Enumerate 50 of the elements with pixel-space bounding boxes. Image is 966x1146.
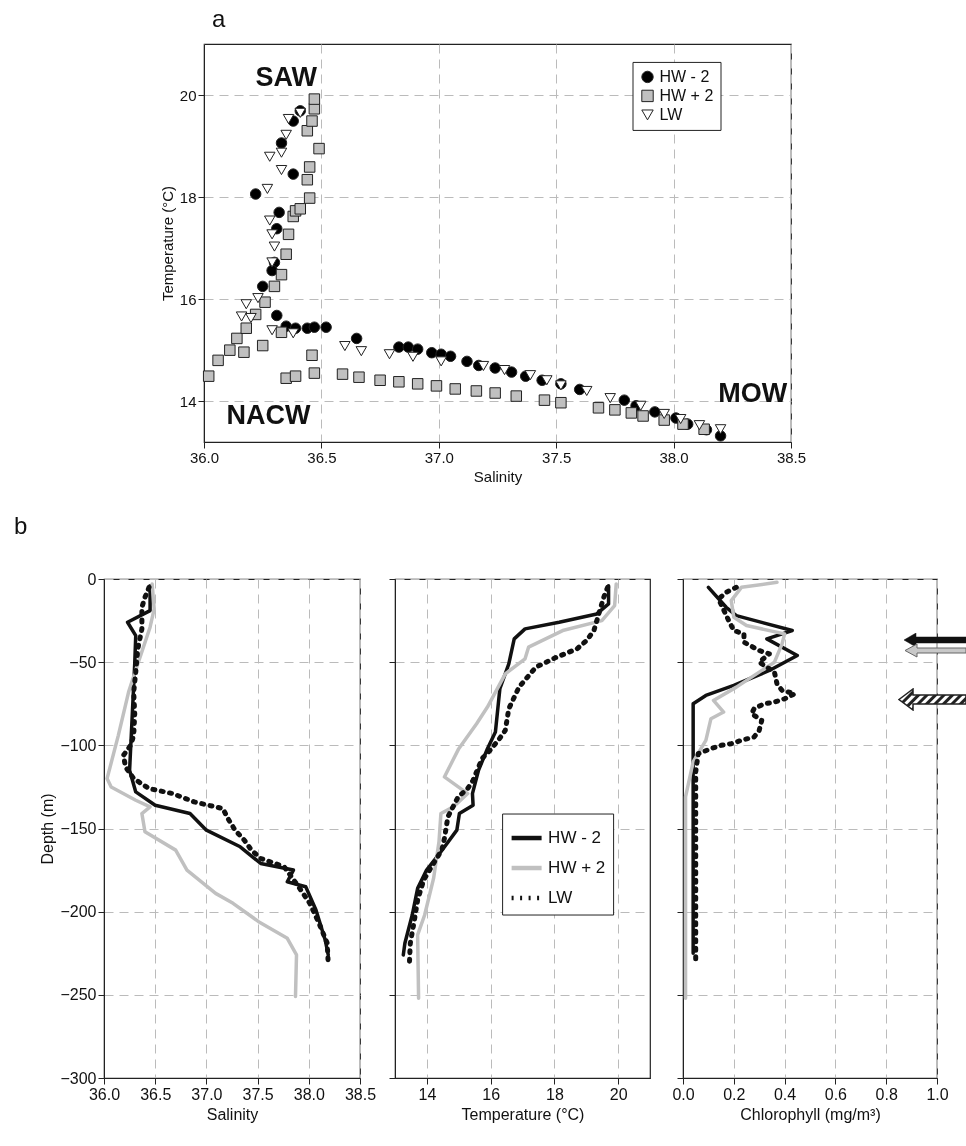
x-axis-title: Salinity [473,467,523,485]
y-tick-label: 0 [87,570,97,588]
x-tick-label: 16 [482,1085,501,1103]
x-tick-label: 37.5 [542,448,572,466]
x-tick-label: 38.0 [293,1085,325,1103]
y-tick-label: 14 [179,392,197,410]
y-tick-label: 18 [179,188,197,206]
x-tick-label: 0.4 [773,1085,797,1103]
y-tick-label: −250 [60,986,97,1004]
x-tick-label: 18 [545,1085,564,1103]
chart-title: b [14,512,28,539]
legend-label: HW + 2 [548,858,606,878]
legend-label: LW [659,105,684,123]
y-tick-label: 20 [179,86,197,104]
x-axis-title: Temperature (°C) [461,1105,585,1123]
y-tick-label: −150 [60,820,97,837]
annotation: MOW [718,378,788,409]
x-tick-label: 36.0 [88,1085,121,1103]
x-tick-label: 37.5 [242,1085,274,1103]
y-axis-title: Temperature (°C) [158,185,176,302]
legend-label: HW - 2 [548,828,601,848]
x-tick-label: 36.5 [140,1085,172,1103]
chart-title: a [212,5,226,32]
x-tick-label: 37.0 [191,1085,223,1103]
x-tick-label: 38.5 [776,448,807,466]
x-tick-label: 38.5 [344,1085,377,1103]
x-tick-label: 38.0 [659,448,689,466]
y-tick-label: −200 [60,903,97,921]
y-tick-label: 16 [179,290,197,308]
x-axis-title: Chlorophyll (mg/m³) [740,1105,881,1123]
y-tick-label: −50 [69,653,97,671]
x-tick-label: 36.0 [189,448,220,466]
x-tick-label: 0.2 [723,1085,746,1103]
x-tick-label: 0.0 [672,1085,695,1103]
legend-label: HW - 2 [659,67,710,85]
x-axis-title: Salinity [206,1105,259,1123]
y-tick-label: −100 [60,736,97,754]
x-tick-label: 20 [609,1085,628,1103]
x-tick-label: 37.0 [424,448,454,466]
x-tick-label: 0.8 [875,1085,898,1103]
legend-label: HW + 2 [659,86,714,104]
legend-label: LW [548,888,573,908]
x-tick-label: 36.5 [307,448,337,466]
x-tick-label: 1.0 [926,1085,949,1103]
x-tick-label: 14 [418,1085,437,1103]
y-tick-label: −300 [60,1069,97,1087]
y-axis-title: Depth (m) [39,793,57,865]
x-tick-label: 0.6 [824,1085,848,1103]
annotation: SAW [255,61,318,92]
annotation: NACW [226,400,312,431]
